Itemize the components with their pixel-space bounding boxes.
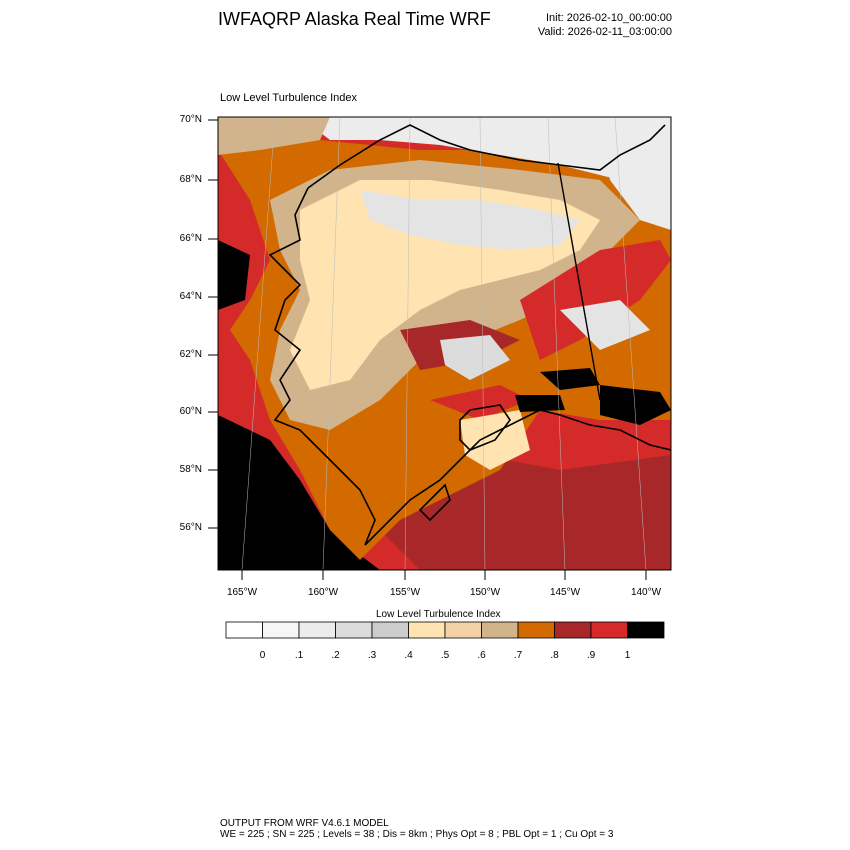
field-interior-red-3 [430, 385, 530, 420]
colorbar-label: 0 [259, 650, 266, 661]
colorbar-swatch [335, 621, 373, 639]
lat-label: 56°N [179, 522, 202, 533]
colorbar-label: .9 [586, 650, 596, 661]
field-black-streak-2 [600, 385, 671, 425]
field-yukon-light [600, 117, 671, 230]
field-bering-max [218, 415, 380, 570]
lon-label: 145°W [549, 587, 581, 598]
lon-label: 160°W [307, 587, 339, 598]
lon-label: 155°W [389, 587, 421, 598]
colorbar-label: .1 [294, 650, 304, 661]
colorbar-swatch [371, 621, 409, 639]
lat-label: 66°N [179, 233, 202, 244]
colorbar-label: .2 [331, 650, 340, 661]
field-black-streak-3 [515, 395, 565, 412]
field-black-streak-1 [540, 368, 600, 390]
colorbar-swatch [444, 621, 482, 639]
model-info-line1: OUTPUT FROM WRF V4.6.1 MODEL [220, 818, 389, 829]
colorbar-swatch [408, 621, 446, 639]
valid-time: Valid: 2026-02-11_03:00:00 [537, 26, 672, 38]
colorbar-swatch [298, 621, 336, 639]
field-nw-corner [218, 117, 330, 155]
colorbar-swatch [554, 621, 592, 639]
colorbar [225, 621, 665, 639]
colorbar-swatch [627, 621, 665, 639]
colorbar-swatch [262, 621, 300, 639]
init-time: Init: 2026-02-10_00:00:00 [546, 12, 672, 24]
field-alaska-range-grey [440, 335, 510, 380]
figure-title: IWFAQRP Alaska Real Time WRF [218, 9, 491, 29]
lon-label: 165°W [226, 587, 258, 598]
field-interior-red-1 [520, 240, 671, 360]
field-north-slope [300, 117, 671, 200]
lat-label: 58°N [179, 464, 202, 475]
lat-label: 62°N [179, 349, 202, 360]
lat-ticks [208, 119, 218, 529]
lon-label: 150°W [469, 587, 501, 598]
colorbar-label: 1 [624, 650, 631, 661]
colorbar-swatch [517, 621, 555, 639]
field-chukchi-max [218, 240, 250, 310]
lon-label: 140°W [630, 587, 662, 598]
colorbar-label: .4 [404, 650, 413, 661]
colorbar-title: Low Level Turbulence Index [376, 609, 501, 620]
colorbar-swatch [481, 621, 519, 639]
graticule [241, 117, 647, 570]
colorbar-label: .3 [367, 650, 377, 661]
lat-label: 68°N [179, 174, 202, 185]
colorbar-label: .6 [477, 650, 486, 661]
map-title: Low Level Turbulence Index [220, 92, 357, 104]
colorbar-swatch [225, 621, 263, 639]
lon-ticks [241, 570, 647, 580]
colorbar-label: .7 [513, 650, 523, 661]
colorbar-label: .5 [440, 650, 450, 661]
field-wrangell-grey [560, 300, 650, 350]
model-info-line2: WE = 225 ; SN = 225 ; Levels = 38 ; Dis … [220, 829, 614, 840]
turbulence-field [218, 117, 671, 570]
coastlines [268, 124, 671, 546]
colorbar-label: .8 [550, 650, 559, 661]
lat-label: 70°N [179, 114, 202, 125]
field-brooks-range [360, 190, 580, 250]
us-canada-border [557, 162, 601, 401]
map-frame [217, 116, 672, 571]
lat-label: 60°N [179, 406, 202, 417]
colorbar-swatch [590, 621, 628, 639]
lat-label: 64°N [179, 291, 202, 302]
